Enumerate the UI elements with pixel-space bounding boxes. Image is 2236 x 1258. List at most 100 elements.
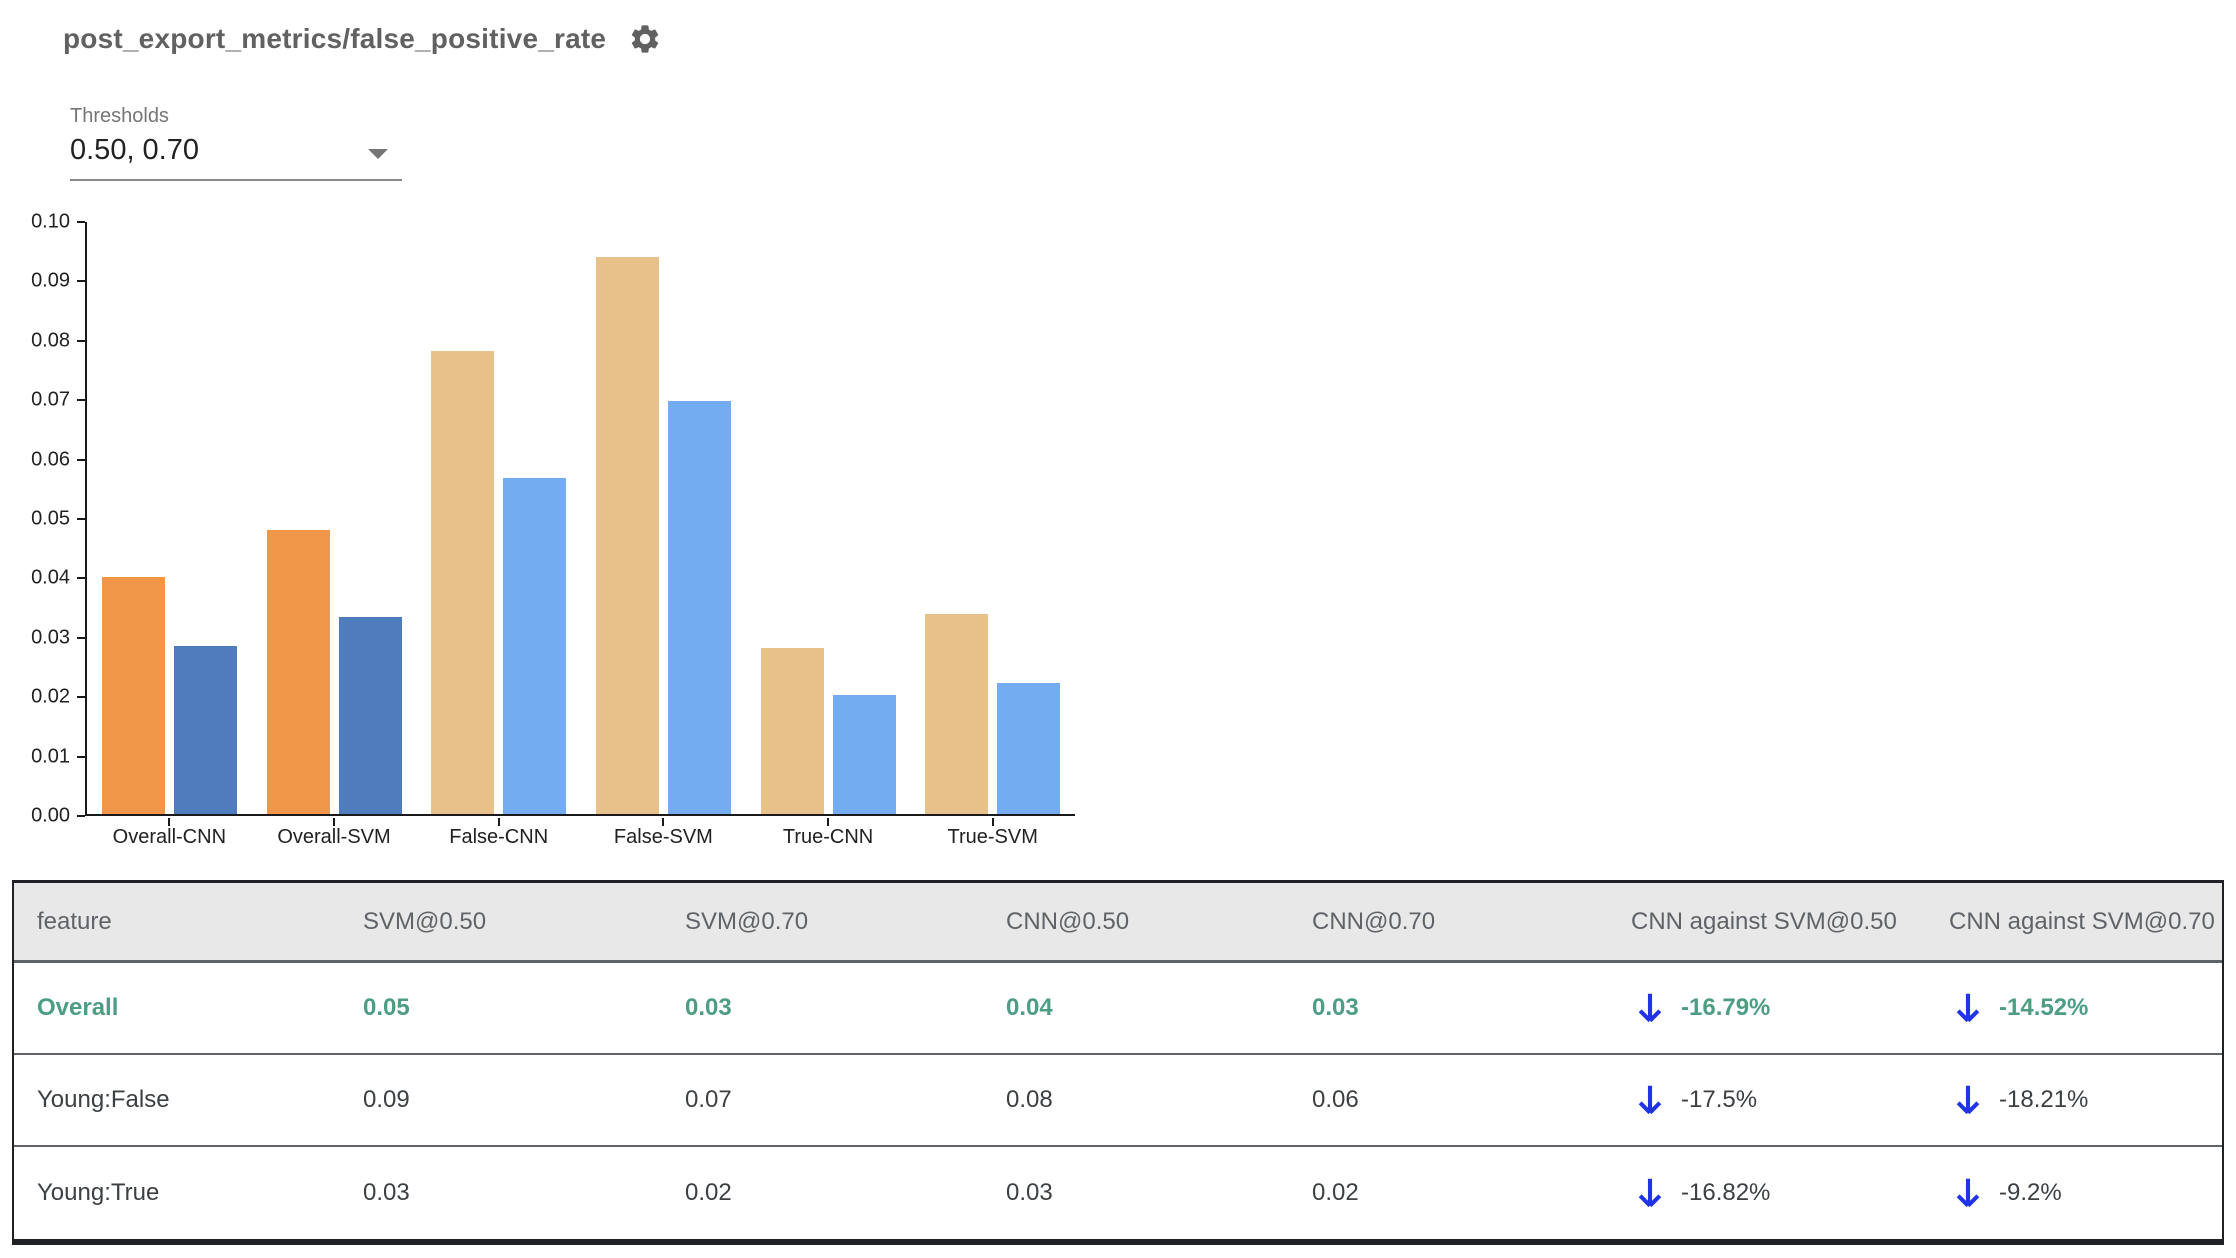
page-title: post_export_metrics/false_positive_rate — [63, 23, 607, 54]
y-axis-tick-mark — [77, 696, 85, 699]
metric-value-cell: 0.02 — [685, 1179, 732, 1206]
bar-group-false-cnn: False-CNN — [416, 222, 581, 848]
y-axis-tick-mark — [77, 458, 85, 461]
y-axis-tick-label: 0.10 — [31, 210, 70, 233]
thresholds-label: Thresholds — [70, 105, 169, 127]
y-axis-tick-mark — [77, 399, 85, 402]
x-axis-category-label: Overall-SVM — [277, 826, 391, 848]
comparison-value: -17.5% — [1681, 1086, 1758, 1113]
down-arrow-icon — [1631, 1081, 1669, 1119]
metric-value-cell: 0.07 — [685, 1086, 732, 1113]
x-axis-tick-mark — [168, 818, 171, 826]
column-header-cnn-against-svm-0-50: CNN against SVM@0.50 — [1631, 907, 1897, 935]
x-axis-tick-mark — [333, 818, 335, 826]
column-header-feature: feature — [37, 907, 112, 935]
bar-overall-cnn-threshold-0.50[interactable] — [101, 577, 165, 814]
x-axis-tick-mark — [497, 818, 500, 826]
comparison-cell: -16.82% — [1608, 1174, 1926, 1212]
y-axis-tick-label: 0.02 — [31, 685, 70, 708]
bar-group-overall-svm: Overall-SVM — [252, 222, 417, 848]
metrics-table: feature SVM@0.50 SVM@0.70 CNN@0.50 CNN@0.70 C… — [12, 880, 2224, 1245]
comparison-cell: -9.2% — [1926, 1174, 2222, 1212]
metric-value-cell: 0.02 — [1312, 1179, 1359, 1206]
metric-value-cell: 0.06 — [1312, 1086, 1359, 1113]
y-axis-tick-label: 0.00 — [31, 804, 70, 827]
bar-false-cnn-threshold-0.70[interactable] — [503, 477, 567, 814]
y-axis-tick-mark — [77, 755, 85, 758]
bar-overall-cnn-threshold-0.70[interactable] — [173, 645, 237, 814]
table-row-overall[interactable]: Overall 0.05 0.03 0.04 0.03 -16.79% -14.52% — [14, 963, 2222, 1055]
y-axis-tick-mark — [77, 518, 85, 520]
bar-overall-svm-threshold-0.50[interactable] — [266, 530, 330, 814]
bar-groups: Overall-CNN Overall-SVM False-CNN False-SVM… — [87, 222, 1075, 848]
metric-value-cell: 0.03 — [363, 1179, 410, 1206]
y-axis-tick-mark — [77, 339, 85, 342]
y-axis-tick-label: 0.01 — [31, 745, 70, 768]
bar-false-svm-threshold-0.50[interactable] — [595, 256, 659, 814]
bar-group-true-cnn: True-CNN — [746, 222, 911, 848]
down-arrow-icon — [1631, 989, 1669, 1027]
table-body: Overall 0.05 0.03 0.04 0.03 -16.79% -14.52% You… — [14, 963, 2222, 1239]
metric-value-cell: 0.03 — [1312, 994, 1359, 1021]
bar-chart: 0.10 0.09 0.08 0.07 0.06 0.05 0.04 0.03 0.02 0.01… — [0, 211, 1120, 882]
y-axis-tick-mark — [77, 221, 85, 223]
y-axis-tick-mark — [77, 577, 85, 580]
metric-value-cell: 0.03 — [1006, 1179, 1053, 1206]
metric-value-cell: 0.03 — [685, 994, 732, 1021]
y-axis-tick-label: 0.06 — [31, 448, 70, 471]
comparison-value: -16.79% — [1681, 994, 1771, 1021]
column-header-cnn-0-70: CNN@0.70 — [1312, 907, 1436, 935]
down-arrow-icon — [1949, 989, 1987, 1027]
gear-icon[interactable] — [628, 22, 662, 56]
plot-area: Overall-CNN Overall-SVM False-CNN False-SVM… — [85, 222, 1075, 848]
bar-true-cnn-threshold-0.50[interactable] — [760, 647, 824, 814]
table-row-young-false[interactable]: Young:False 0.09 0.07 0.08 0.06 -17.5% -18.21% — [14, 1055, 2222, 1147]
x-axis-category-label: True-CNN — [782, 826, 874, 848]
x-axis-tick-mark — [662, 818, 665, 826]
comparison-value: -9.2% — [1999, 1179, 2062, 1206]
x-axis-tick-mark — [827, 818, 830, 826]
x-axis-category-label: False-SVM — [613, 826, 713, 848]
down-arrow-icon — [1949, 1174, 1987, 1212]
bar-group-false-svm: False-SVM — [581, 222, 746, 848]
table-row-young-true[interactable]: Young:True 0.03 0.02 0.03 0.02 -16.82% -9.2% — [14, 1147, 2222, 1239]
feature-cell: Young:True — [37, 1179, 160, 1206]
x-axis-tick-mark — [991, 818, 994, 826]
metric-value-cell: 0.05 — [363, 994, 410, 1021]
y-axis-tick-mark — [77, 280, 85, 283]
y-axis-tick-label: 0.03 — [31, 626, 70, 649]
bar-true-svm-threshold-0.50[interactable] — [925, 613, 989, 814]
y-axis-tick-label: 0.07 — [31, 388, 70, 411]
bar-true-cnn-threshold-0.70[interactable] — [832, 694, 896, 814]
comparison-cell: -18.21% — [1926, 1081, 2222, 1119]
y-axis-tick-label: 0.05 — [31, 507, 70, 530]
y-axis-tick-mark — [77, 815, 85, 817]
x-axis-category-label: True-SVM — [947, 826, 1038, 848]
bar-group-overall-cnn: Overall-CNN — [87, 222, 252, 848]
bar-false-cnn-threshold-0.50[interactable] — [431, 350, 495, 814]
metric-value-cell: 0.08 — [1006, 1086, 1053, 1113]
comparison-cell: -17.5% — [1608, 1081, 1926, 1119]
down-arrow-icon — [1631, 1174, 1669, 1212]
comparison-cell: -14.52% — [1926, 989, 2222, 1027]
feature-cell: Young:False — [37, 1086, 170, 1113]
bar-true-svm-threshold-0.70[interactable] — [997, 683, 1061, 814]
y-axis-tick-label: 0.08 — [31, 329, 70, 352]
metric-value-cell: 0.09 — [363, 1086, 410, 1113]
column-header-svm-0-70: SVM@0.70 — [685, 907, 809, 935]
x-axis-category-label: False-CNN — [449, 826, 549, 848]
x-axis-category-label: Overall-CNN — [112, 826, 227, 848]
metric-value-cell: 0.04 — [1006, 994, 1053, 1021]
column-header-cnn-0-50: CNN@0.50 — [1006, 907, 1130, 935]
table-header-row: feature SVM@0.50 SVM@0.70 CNN@0.50 CNN@0.70 C… — [14, 883, 2222, 963]
y-axis-tick-label: 0.09 — [31, 269, 70, 292]
bar-false-svm-threshold-0.70[interactable] — [667, 401, 731, 814]
bar-overall-svm-threshold-0.70[interactable] — [338, 616, 402, 814]
comparison-cell: -16.79% — [1608, 989, 1926, 1027]
y-axis-tick-mark — [77, 636, 85, 639]
thresholds-select[interactable]: Thresholds 0.50, 0.70 — [70, 104, 402, 181]
comparison-value: -14.52% — [1999, 994, 2089, 1021]
comparison-value: -18.21% — [1999, 1086, 2089, 1113]
dropdown-arrow-icon — [368, 148, 388, 159]
comparison-value: -16.82% — [1681, 1179, 1771, 1206]
